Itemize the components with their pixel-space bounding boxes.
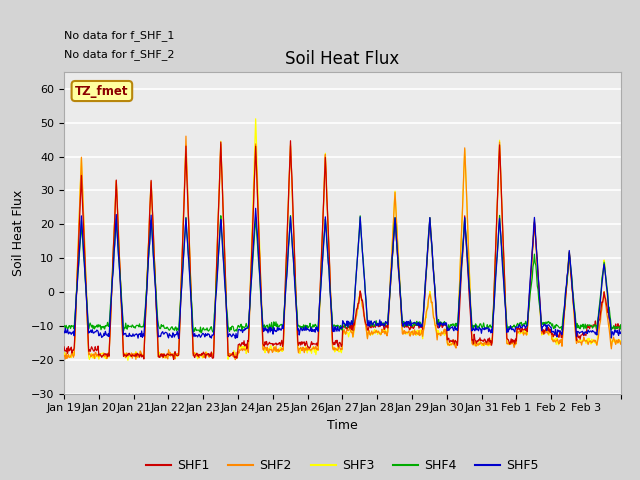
Line: SHF5: SHF5 [64, 208, 621, 338]
SHF1 [170, 357, 177, 362]
SHF4 [228, 323, 236, 329]
SHF3 [126, 353, 134, 359]
SHF3 [401, 331, 409, 336]
SHF1 [433, 315, 440, 321]
Line: SHF2: SHF2 [64, 136, 621, 360]
SHF5 [617, 329, 625, 335]
SHF5 [401, 319, 409, 325]
SHF2 [257, 285, 264, 291]
SHF1 [401, 323, 409, 328]
X-axis label: Time: Time [327, 419, 358, 432]
SHF5 [228, 333, 236, 338]
SHF2 [60, 353, 68, 359]
SHF5 [252, 205, 259, 211]
SHF4 [60, 324, 68, 329]
Y-axis label: Soil Heat Flux: Soil Heat Flux [12, 190, 25, 276]
Line: SHF3: SHF3 [64, 119, 621, 360]
Text: No data for f_SHF_1: No data for f_SHF_1 [64, 30, 174, 41]
Legend: SHF1, SHF2, SHF3, SHF4, SHF5: SHF1, SHF2, SHF3, SHF4, SHF5 [141, 455, 544, 478]
SHF3 [252, 116, 259, 121]
SHF5 [60, 329, 68, 335]
SHF4 [496, 213, 504, 218]
SHF2 [232, 357, 239, 362]
SHF2 [125, 352, 133, 358]
Title: Soil Heat Flux: Soil Heat Flux [285, 49, 399, 68]
SHF5 [433, 312, 440, 318]
SHF2 [433, 329, 440, 335]
SHF1 [277, 340, 285, 346]
SHF4 [432, 300, 440, 305]
SHF5 [257, 289, 264, 295]
SHF2 [278, 345, 285, 351]
SHF2 [182, 133, 190, 139]
SHF5 [125, 330, 133, 336]
Text: No data for f_SHF_2: No data for f_SHF_2 [64, 49, 175, 60]
SHF4 [277, 322, 285, 327]
SHF3 [228, 353, 236, 359]
SHF1 [228, 351, 236, 357]
SHF5 [175, 336, 182, 341]
SHF4 [125, 324, 133, 329]
SHF4 [256, 279, 264, 285]
SHF2 [228, 352, 236, 358]
SHF1 [617, 324, 625, 329]
SHF3 [617, 338, 625, 344]
SHF4 [401, 324, 408, 329]
SHF3 [124, 358, 132, 363]
SHF1 [256, 260, 264, 265]
SHF1 [287, 138, 294, 144]
Line: SHF1: SHF1 [64, 141, 621, 360]
SHF3 [433, 328, 440, 334]
SHF3 [278, 348, 285, 354]
SHF4 [617, 322, 625, 327]
SHF2 [617, 341, 625, 347]
SHF3 [257, 277, 264, 283]
SHF3 [60, 349, 68, 355]
SHF2 [401, 331, 409, 336]
SHF4 [197, 330, 205, 336]
Text: TZ_fmet: TZ_fmet [75, 84, 129, 97]
Line: SHF4: SHF4 [64, 216, 621, 333]
SHF1 [60, 344, 68, 350]
SHF5 [278, 326, 285, 332]
SHF1 [125, 350, 133, 356]
